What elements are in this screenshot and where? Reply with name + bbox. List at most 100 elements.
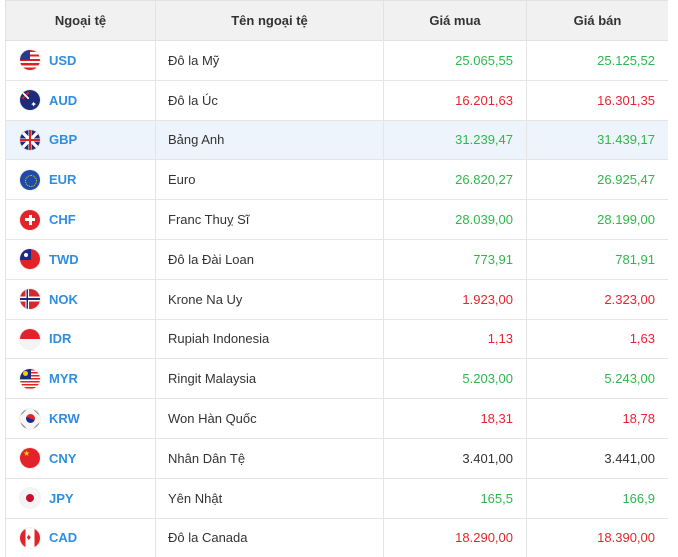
currency-code-link[interactable]: MYR	[49, 371, 78, 387]
exchange-rate-table: Ngoại tệ Tên ngoại tệ Giá mua Giá bán US…	[5, 0, 668, 557]
buy-price: 18.290,00	[383, 517, 527, 557]
currency-code-wrap: GBP	[20, 129, 155, 150]
currency-name: Krone Na Uy	[155, 278, 384, 320]
currency-code-wrap: MYR	[20, 368, 155, 389]
currency-code-cell: TWD	[5, 238, 156, 280]
buy-price: 18,31	[383, 398, 527, 439]
column-header-sell: Giá bán	[526, 0, 668, 41]
currency-code-cell: EUR	[5, 159, 156, 201]
currency-name: Bảng Anh	[155, 119, 384, 161]
column-header-buy: Giá mua	[383, 0, 527, 41]
currency-code-link[interactable]: CHF	[49, 212, 76, 228]
currency-name: Đô la Canada	[155, 517, 384, 557]
buy-price: 1,13	[383, 318, 527, 360]
currency-code-wrap: IDR	[20, 328, 155, 349]
table-row: KRW Won Hàn Quốc 18,31 18,78	[5, 398, 668, 439]
korea-flag-icon	[20, 408, 40, 429]
currency-code-cell: MYR	[5, 358, 156, 400]
sell-price: 1,63	[526, 318, 668, 360]
indonesia-flag-icon	[20, 328, 40, 349]
currency-code-link[interactable]: GBP	[49, 132, 78, 148]
column-header-name: Tên ngoại tệ	[155, 0, 384, 41]
currency-code-link[interactable]: CAD	[49, 530, 78, 546]
table-row: GBP Bảng Anh 31.239,47 31.439,17	[5, 119, 668, 161]
currency-code-cell: KRW	[5, 398, 156, 439]
currency-name: Won Hàn Quốc	[155, 398, 384, 439]
currency-code-link[interactable]: TWD	[49, 251, 79, 267]
currency-code-cell: CNY	[5, 437, 156, 479]
currency-code-wrap: CAD	[20, 527, 155, 548]
currency-name: Franc Thuỵ Sĩ	[155, 199, 384, 240]
eu-flag-icon	[20, 169, 40, 190]
currency-code-cell: GBP	[5, 119, 156, 161]
buy-price: 773,91	[383, 238, 527, 280]
currency-code-link[interactable]: AUD	[49, 92, 78, 108]
buy-price: 26.820,27	[383, 159, 527, 201]
sell-price: 18.390,00	[526, 517, 668, 557]
uk-flag-icon	[20, 129, 40, 150]
sell-price: 31.439,17	[526, 119, 668, 161]
currency-name: Euro	[155, 159, 384, 201]
table-row: CHF Franc Thuỵ Sĩ 28.039,00 28.199,00	[5, 199, 668, 240]
buy-price: 3.401,00	[383, 437, 527, 479]
currency-code-wrap: TWD	[20, 249, 155, 270]
table-row: NOK Krone Na Uy 1.923,00 2.323,00	[5, 278, 668, 320]
sell-price: 5.243,00	[526, 358, 668, 400]
currency-code-cell: CAD	[5, 517, 156, 557]
buy-price: 31.239,47	[383, 119, 527, 161]
currency-code-wrap: NOK	[20, 289, 155, 310]
table-row: TWD Đô la Đài Loan 773,91 781,91	[5, 238, 668, 280]
currency-code-link[interactable]: EUR	[49, 172, 77, 188]
switzerland-flag-icon	[20, 209, 40, 230]
china-flag-icon	[20, 448, 40, 469]
sell-price: 2.323,00	[526, 278, 668, 320]
currency-code-wrap: AUD	[20, 90, 155, 111]
japan-flag-icon	[20, 488, 40, 509]
column-header-code: Ngoại tệ	[5, 0, 156, 41]
table-header: Ngoại tệ Tên ngoại tệ Giá mua Giá bán	[5, 0, 668, 41]
australia-flag-icon	[20, 90, 40, 111]
currency-code-wrap: USD	[20, 50, 155, 71]
currency-code-cell: IDR	[5, 318, 156, 360]
currency-code-wrap: EUR	[20, 169, 155, 190]
table-row: CNY Nhân Dân Tệ3.401,003.441,00	[5, 437, 668, 479]
exchange-rate-table-container: Ngoại tệ Tên ngoại tệ Giá mua Giá bán US…	[5, 0, 668, 557]
buy-price: 16.201,63	[383, 79, 527, 121]
sell-price: 18,78	[526, 398, 668, 439]
malaysia-flag-icon	[20, 368, 40, 389]
table-row: USD Đô la Mỹ 25.065,55 25.125,52	[5, 40, 668, 81]
currency-code-wrap: CNY	[20, 448, 155, 469]
currency-name: Đô la Đài Loan	[155, 238, 384, 280]
currency-code-cell: AUD	[5, 79, 156, 121]
sell-price: 781,91	[526, 238, 668, 280]
currency-code-cell: CHF	[5, 199, 156, 240]
canada-flag-icon	[20, 527, 40, 548]
currency-name: Rupiah Indonesia	[155, 318, 384, 360]
buy-price: 165,5	[383, 477, 527, 519]
currency-name: Yên Nhật	[155, 477, 384, 519]
currency-code-link[interactable]: IDR	[49, 331, 72, 347]
currency-code-link[interactable]: USD	[49, 52, 77, 68]
sell-price: 28.199,00	[526, 199, 668, 240]
table-row: MYR Ringit Malaysia 5.203,00 5.243,00	[5, 358, 668, 400]
currency-name: Đô la Úc	[155, 79, 384, 121]
buy-price: 25.065,55	[383, 40, 527, 81]
table-row: EUR Euro 26.820,27 26.925,47	[5, 159, 668, 201]
currency-code-wrap: KRW	[20, 408, 155, 429]
currency-code-link[interactable]: JPY	[49, 490, 74, 506]
currency-code-wrap: JPY	[20, 488, 155, 509]
currency-code-wrap: CHF	[20, 209, 155, 230]
buy-price: 28.039,00	[383, 199, 527, 240]
norway-flag-icon	[20, 289, 40, 310]
currency-code-cell: JPY	[5, 477, 156, 519]
table-row: IDR Rupiah Indonesia 1,13 1,63	[5, 318, 668, 360]
currency-code-cell: NOK	[5, 278, 156, 320]
sell-price: 3.441,00	[526, 437, 668, 479]
currency-code-link[interactable]: CNY	[49, 450, 77, 466]
currency-code-link[interactable]: KRW	[49, 411, 80, 427]
currency-code-link[interactable]: NOK	[49, 291, 78, 307]
header-row: Ngoại tệ Tên ngoại tệ Giá mua Giá bán	[5, 0, 668, 41]
